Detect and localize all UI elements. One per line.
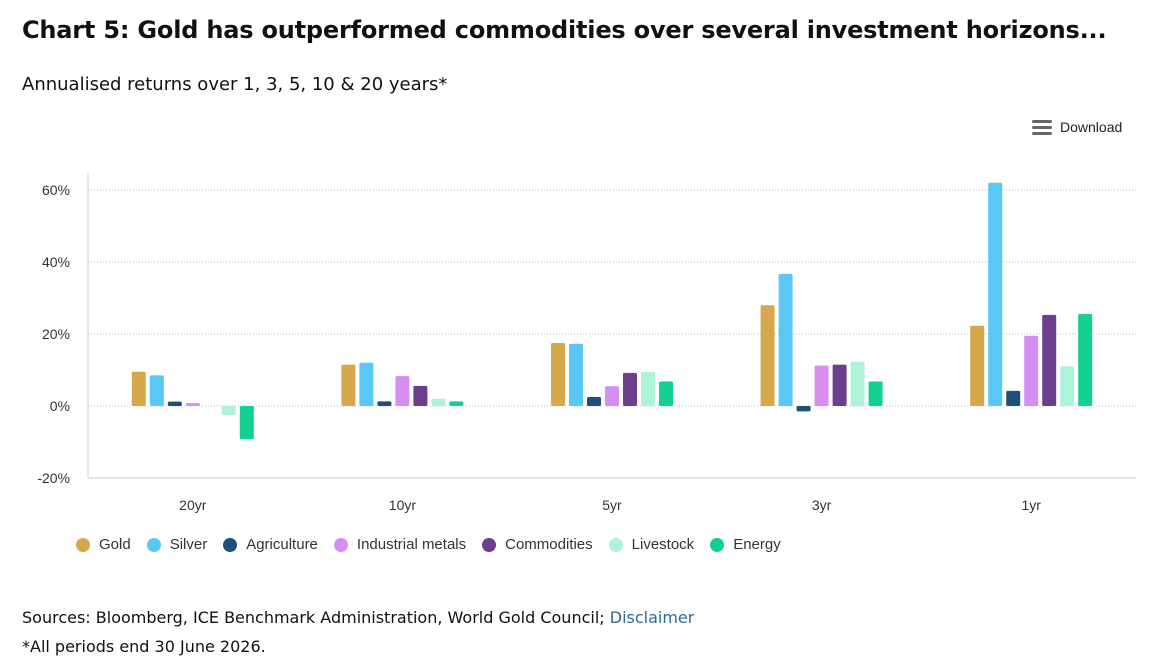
x-tick-label: 10yr	[389, 497, 417, 513]
bar-silver-10yr[interactable]	[359, 362, 374, 406]
legend-item-gold[interactable]: Gold	[76, 536, 131, 553]
bar-gold-1yr[interactable]	[970, 325, 985, 406]
legend-marker	[223, 537, 238, 552]
legend-item-energy[interactable]: Energy	[710, 536, 781, 553]
download-label: Download	[1060, 119, 1123, 135]
bar-agriculture-5yr[interactable]	[587, 397, 601, 406]
bar-energy-10yr[interactable]	[449, 401, 464, 406]
bar-agriculture-1yr[interactable]	[1006, 390, 1021, 406]
legend-item-agriculture[interactable]: Agriculture	[223, 536, 318, 553]
bar-gold-10yr[interactable]	[341, 364, 356, 406]
legend-label: Agriculture	[246, 536, 318, 553]
bar-industrial-metals-10yr[interactable]	[395, 376, 410, 406]
legend: Gold Silver Agriculture Industrial metals Co…	[76, 536, 797, 553]
menu-icon	[1032, 119, 1052, 135]
sources-note: Sources: Bloomberg, ICE Benchmark Admini…	[22, 608, 694, 627]
gridlines	[87, 172, 1136, 479]
x-tick-label: 20yr	[179, 497, 207, 513]
x-tick-label: 1yr	[1021, 497, 1041, 513]
download-button[interactable]: Download	[1032, 119, 1122, 135]
legend-marker	[608, 537, 623, 552]
bar-gold-5yr[interactable]	[551, 343, 565, 406]
disclaimer-link[interactable]: Disclaimer	[609, 608, 695, 627]
bar-energy-20yr[interactable]	[239, 406, 254, 440]
bar-commodities-10yr[interactable]	[413, 385, 428, 406]
legend-item-livestock[interactable]: Livestock	[608, 536, 695, 553]
bar-industrial-metals-5yr[interactable]	[605, 386, 619, 406]
bar-livestock-10yr[interactable]	[431, 398, 446, 406]
legend-marker	[146, 537, 161, 552]
bar-gold-20yr[interactable]	[131, 371, 146, 406]
bar-commodities-3yr[interactable]	[832, 364, 847, 406]
y-tick-label: 0%	[50, 398, 70, 414]
bar-silver-1yr[interactable]	[988, 182, 1003, 406]
bar-silver-3yr[interactable]	[778, 273, 793, 406]
legend-label: Gold	[99, 536, 131, 553]
legend-marker	[482, 537, 497, 552]
legend-marker	[710, 537, 725, 552]
chart-title: Chart 5: Gold has outperformed commoditi…	[22, 16, 1107, 44]
bar-energy-3yr[interactable]	[868, 381, 883, 406]
bar-agriculture-3yr[interactable]	[796, 406, 811, 412]
legend-label: Silver	[169, 536, 208, 553]
legend-item-commodities[interactable]: Commodities	[482, 536, 593, 553]
bar-industrial-metals-3yr[interactable]	[814, 365, 829, 406]
x-tick-label: 3yr	[812, 497, 832, 513]
bar-livestock-20yr[interactable]	[221, 406, 236, 415]
sources-text: Sources: Bloomberg, ICE Benchmark Admini…	[22, 608, 610, 627]
y-tick-label: 20%	[42, 326, 70, 342]
y-tick-label: 60%	[42, 182, 70, 198]
y-tick-label: -20%	[37, 470, 70, 486]
legend-label: Industrial metals	[356, 536, 467, 553]
legend-marker	[76, 537, 90, 552]
y-tick-label: 40%	[42, 254, 70, 270]
bar-gold-3yr[interactable]	[760, 305, 775, 406]
bar-energy-5yr[interactable]	[659, 381, 673, 406]
bar-silver-5yr[interactable]	[569, 343, 583, 406]
legend-item-silver[interactable]: Silver	[146, 536, 208, 553]
bar-commodities-5yr[interactable]	[623, 372, 637, 406]
bar-silver-20yr[interactable]	[149, 375, 164, 406]
bar-livestock-5yr[interactable]	[641, 371, 655, 406]
legend-label: Livestock	[631, 536, 695, 553]
x-axis-ticks: 20yr 10yr 5yr 3yr 1yr	[179, 497, 1041, 513]
bar-commodities-1yr[interactable]	[1042, 314, 1057, 406]
legend-item-industrial-metals[interactable]: Industrial metals	[333, 536, 467, 553]
chart-subtitle: Annualised returns over 1, 3, 5, 10 & 20…	[22, 74, 448, 95]
legend-label: Energy	[733, 536, 781, 553]
bar-agriculture-10yr[interactable]	[377, 401, 392, 406]
bar-industrial-metals-20yr[interactable]	[185, 403, 200, 406]
legend-label: Commodities	[505, 536, 593, 553]
legend-marker	[333, 537, 348, 552]
bar-industrial-metals-1yr[interactable]	[1024, 335, 1039, 406]
footnote: *All periods end 30 June 2026.	[22, 637, 266, 656]
bar-energy-1yr[interactable]	[1078, 313, 1093, 406]
bar-livestock-1yr[interactable]	[1060, 366, 1075, 406]
y-axis-ticks: -20% 0% 20% 40% 60%	[37, 182, 70, 486]
bar-agriculture-20yr[interactable]	[167, 401, 182, 406]
bar-livestock-3yr[interactable]	[850, 361, 865, 406]
bars	[131, 182, 1093, 440]
x-tick-label: 5yr	[602, 497, 622, 513]
